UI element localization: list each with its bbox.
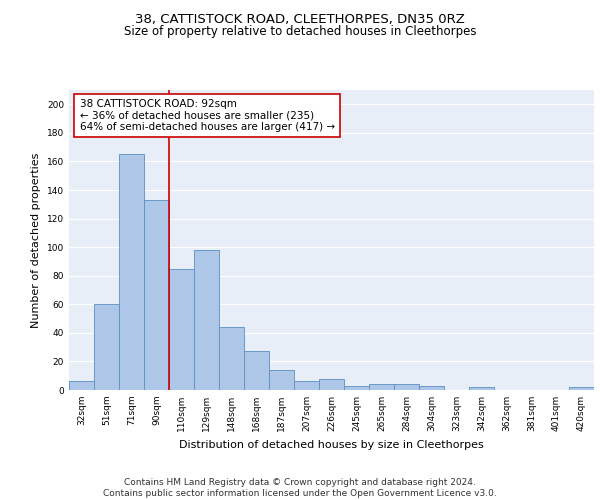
X-axis label: Distribution of detached houses by size in Cleethorpes: Distribution of detached houses by size … xyxy=(179,440,484,450)
Bar xyxy=(569,387,594,390)
Y-axis label: Number of detached properties: Number of detached properties xyxy=(31,152,41,328)
Bar xyxy=(94,304,119,390)
Bar xyxy=(419,386,444,390)
Bar xyxy=(369,384,394,390)
Bar xyxy=(119,154,144,390)
Text: 38, CATTISTOCK ROAD, CLEETHORPES, DN35 0RZ: 38, CATTISTOCK ROAD, CLEETHORPES, DN35 0… xyxy=(135,12,465,26)
Bar xyxy=(219,327,244,390)
Bar xyxy=(344,386,369,390)
Bar xyxy=(269,370,294,390)
Bar xyxy=(69,382,94,390)
Text: Size of property relative to detached houses in Cleethorpes: Size of property relative to detached ho… xyxy=(124,25,476,38)
Bar xyxy=(294,382,319,390)
Text: Contains HM Land Registry data © Crown copyright and database right 2024.
Contai: Contains HM Land Registry data © Crown c… xyxy=(103,478,497,498)
Bar xyxy=(169,268,194,390)
Bar xyxy=(144,200,169,390)
Text: 38 CATTISTOCK ROAD: 92sqm
← 36% of detached houses are smaller (235)
64% of semi: 38 CATTISTOCK ROAD: 92sqm ← 36% of detac… xyxy=(79,99,335,132)
Bar xyxy=(469,387,494,390)
Bar xyxy=(194,250,219,390)
Bar xyxy=(319,378,344,390)
Bar xyxy=(394,384,419,390)
Bar xyxy=(244,352,269,390)
